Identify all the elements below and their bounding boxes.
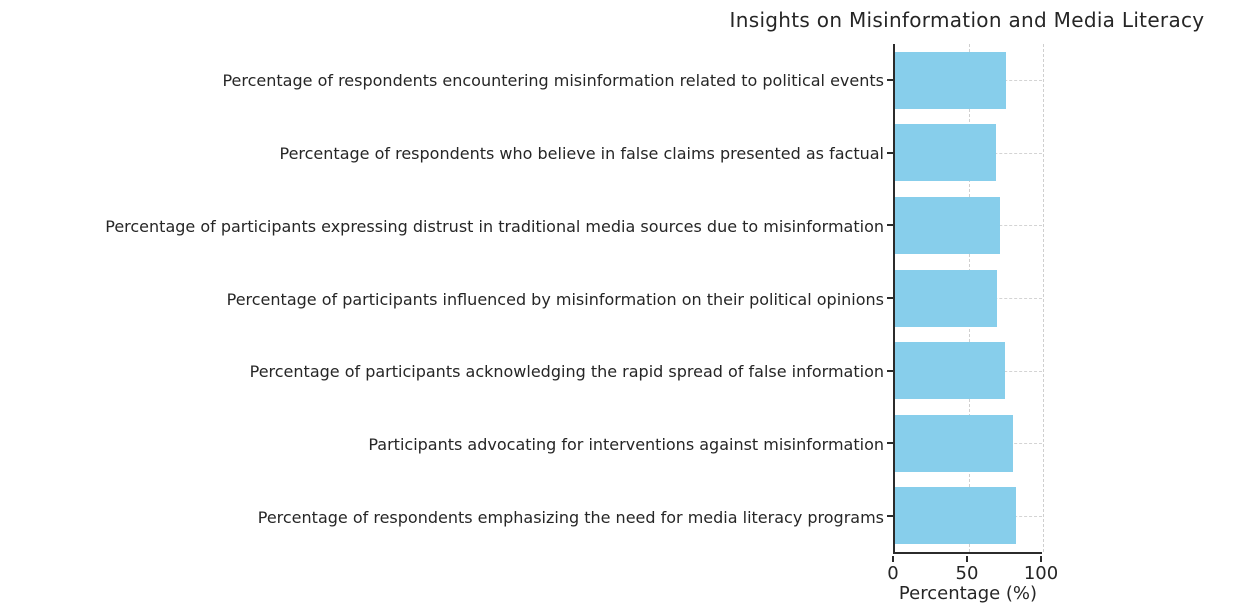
- category-label: Percentage of participants acknowledging…: [249, 362, 884, 382]
- category-labels: Percentage of respondents encountering m…: [0, 44, 884, 554]
- x-axis-label: Percentage (%): [898, 583, 1038, 604]
- x-tick-label: 100: [1023, 563, 1059, 584]
- y-tick-mark: [887, 151, 893, 154]
- bar-row: [887, 117, 1042, 190]
- bar: [895, 196, 1001, 254]
- y-tick-mark: [887, 514, 893, 517]
- bar-row: [887, 189, 1042, 262]
- plot-area: [887, 44, 1044, 554]
- bar: [895, 342, 1005, 400]
- x-tick-mark: [892, 556, 894, 562]
- bar-rows: [887, 44, 1042, 552]
- x-tick-mark: [1040, 556, 1042, 562]
- bar: [895, 269, 998, 327]
- bar-row: [887, 479, 1042, 552]
- category-label: Percentage of respondents who believe in…: [279, 143, 884, 163]
- bar-row: [887, 262, 1042, 335]
- y-tick-mark: [887, 224, 893, 227]
- x-tick-mark: [966, 556, 968, 562]
- x-tick-label: 50: [955, 563, 979, 584]
- category-label: Percentage of respondents encountering m…: [222, 70, 884, 90]
- bar: [895, 124, 996, 182]
- chart-title: Insights on Misinformation and Media Lit…: [729, 8, 1205, 32]
- category-label: Participants advocating for intervention…: [368, 435, 884, 455]
- y-tick-mark: [887, 297, 893, 300]
- category-label: Percentage of respondents emphasizing th…: [257, 508, 884, 528]
- bar: [895, 414, 1014, 472]
- category-label: Percentage of participants expressing di…: [105, 216, 884, 236]
- y-tick-mark: [887, 369, 893, 372]
- bar: [895, 487, 1017, 545]
- bar: [895, 51, 1006, 109]
- bar-row: [887, 407, 1042, 480]
- category-label: Percentage of participants influenced by…: [226, 289, 884, 309]
- y-tick-mark: [887, 442, 893, 445]
- bar-row: [887, 44, 1042, 117]
- bar-row: [887, 334, 1042, 407]
- x-axis-ticks: 0 50 100: [887, 556, 1058, 586]
- x-tick-label: 0: [887, 563, 899, 584]
- y-tick-mark: [887, 79, 893, 82]
- gridline-vertical: [1043, 44, 1044, 552]
